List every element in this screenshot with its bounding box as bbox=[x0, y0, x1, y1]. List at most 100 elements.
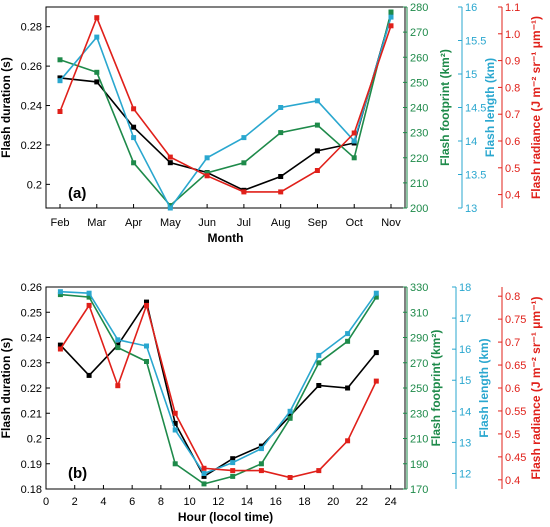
y-green-tick-label: 260 bbox=[410, 52, 428, 64]
y-left-tick-label: 0.24 bbox=[21, 333, 42, 345]
x-tick-label: Nov bbox=[381, 217, 401, 229]
data-point-black bbox=[144, 299, 149, 305]
y-blue-tick-label: 16 bbox=[459, 344, 471, 356]
y-red-tick-label: 0.8 bbox=[505, 82, 520, 94]
y-red-tick-label: 0.7 bbox=[505, 109, 520, 121]
data-point-blue bbox=[201, 471, 207, 476]
y-green-tick-label: 270 bbox=[410, 27, 428, 39]
x-tick-label: Aug bbox=[271, 217, 291, 229]
data-point-green bbox=[131, 160, 137, 166]
x-tick-label: 6 bbox=[129, 496, 135, 508]
data-point-red bbox=[287, 475, 293, 480]
y-green-tick-label: 210 bbox=[410, 178, 428, 190]
data-point-blue bbox=[57, 289, 63, 295]
data-point-blue bbox=[278, 105, 284, 110]
x-tick-label: 10 bbox=[183, 496, 195, 508]
y-red-tick-label: 0.75 bbox=[505, 314, 526, 326]
y-blue-tick-label: 13 bbox=[465, 203, 477, 215]
y-blue-axis-label: Flash length (km) bbox=[483, 58, 497, 157]
data-point-red bbox=[388, 23, 394, 29]
data-point-red bbox=[351, 130, 357, 136]
data-point-green bbox=[57, 57, 63, 63]
data-point-green bbox=[86, 294, 92, 300]
series-line-red bbox=[59, 302, 378, 479]
y-blue-tick-label: 15 bbox=[459, 375, 471, 387]
x-tick-label: 2 bbox=[72, 496, 78, 508]
data-point-blue bbox=[287, 408, 293, 414]
y-green-tick-label: 220 bbox=[410, 153, 428, 165]
data-point-red bbox=[144, 302, 149, 308]
x-tick-label: Sep bbox=[308, 217, 328, 229]
y-red-tick-label: 0.4 bbox=[505, 475, 520, 487]
data-point-black bbox=[314, 148, 320, 154]
data-point-green bbox=[258, 461, 264, 467]
y-blue-tick-label: 12 bbox=[459, 468, 471, 480]
y-blue-tick-label: 14 bbox=[465, 136, 477, 148]
data-point-red bbox=[258, 468, 264, 474]
x-tick-label: May bbox=[160, 217, 181, 229]
data-point-black bbox=[131, 124, 137, 130]
y-blue-tick-label: 14 bbox=[459, 406, 471, 418]
data-point-green bbox=[351, 155, 357, 161]
x-tick-label: Mar bbox=[87, 217, 106, 229]
y-blue-tick-label: 15.5 bbox=[465, 36, 486, 48]
y-left-tick-label: 0.26 bbox=[21, 61, 42, 73]
y-green-tick-label: 250 bbox=[410, 77, 428, 89]
y-green-axis-label: Flash footprint (km²) bbox=[429, 330, 443, 447]
data-point-green bbox=[345, 338, 351, 344]
data-point-red bbox=[241, 189, 247, 195]
x-tick-label: 16 bbox=[270, 496, 282, 508]
y-blue-tick-label: 13.5 bbox=[465, 170, 486, 182]
x-tick-label: 18 bbox=[298, 496, 310, 508]
y-blue-tick-label: 16 bbox=[465, 2, 477, 14]
data-point-red bbox=[316, 468, 322, 474]
y-green-tick-label: 280 bbox=[410, 2, 428, 14]
y-left-tick-label: 0.2 bbox=[27, 179, 42, 191]
series-line-blue bbox=[60, 290, 377, 475]
y-left-axis-label: Flash duration (s) bbox=[0, 338, 13, 439]
y-left-tick-label: 0.22 bbox=[21, 383, 42, 395]
x-tick-label: 8 bbox=[158, 496, 164, 508]
data-point-blue bbox=[241, 135, 247, 141]
x-tick-label: Jun bbox=[198, 217, 216, 229]
data-point-green bbox=[373, 294, 379, 300]
y-green-axis-label: Flash footprint (km²) bbox=[438, 49, 452, 166]
y-left-tick-label: 0.28 bbox=[21, 22, 42, 34]
x-tick-label: 4 bbox=[100, 496, 106, 508]
y-green-tick-label: 240 bbox=[410, 103, 428, 115]
series-line-black bbox=[59, 300, 377, 478]
x-tick-label: Jul bbox=[237, 217, 251, 229]
y-red-tick-label: 0.7 bbox=[505, 337, 520, 349]
data-point-green bbox=[172, 461, 178, 467]
data-point-green bbox=[204, 170, 210, 176]
data-point-blue bbox=[258, 446, 264, 452]
y-green-tick-label: 290 bbox=[410, 333, 428, 345]
y-red-axis-label: Flash radiance (J m⁻² sr⁻¹ μm⁻¹) bbox=[529, 16, 543, 199]
y-green-tick-label: 230 bbox=[410, 128, 428, 140]
data-point-red bbox=[201, 465, 207, 471]
y-red-axis-label: Flash radiance (J m⁻² sr⁻¹ μm⁻¹) bbox=[529, 296, 543, 479]
data-point-blue bbox=[144, 343, 149, 349]
y-left-tick-label: 0.22 bbox=[21, 140, 42, 152]
y-red-tick-label: 0.4 bbox=[505, 190, 520, 202]
data-point-blue bbox=[204, 155, 210, 161]
y-blue-tick-label: 17 bbox=[459, 313, 471, 325]
y-red-tick-label: 0.8 bbox=[505, 291, 520, 303]
data-point-red bbox=[172, 410, 178, 416]
y-green-tick-label: 230 bbox=[410, 408, 428, 420]
data-point-green bbox=[388, 9, 394, 15]
x-tick-label: 0 bbox=[43, 496, 49, 508]
data-point-black bbox=[94, 79, 100, 85]
x-tick-label: Apr bbox=[125, 217, 142, 229]
data-point-blue bbox=[388, 14, 394, 20]
y-left-tick-label: 0.23 bbox=[21, 358, 42, 370]
y-red-tick-label: 0.5 bbox=[505, 429, 520, 441]
data-point-blue bbox=[230, 460, 236, 466]
data-point-green bbox=[287, 415, 293, 421]
y-green-tick-label: 250 bbox=[410, 383, 428, 395]
y-red-tick-label: 0.9 bbox=[505, 56, 520, 68]
data-point-green bbox=[115, 345, 121, 351]
data-point-blue bbox=[167, 205, 173, 211]
y-left-tick-label: 0.19 bbox=[21, 459, 42, 471]
